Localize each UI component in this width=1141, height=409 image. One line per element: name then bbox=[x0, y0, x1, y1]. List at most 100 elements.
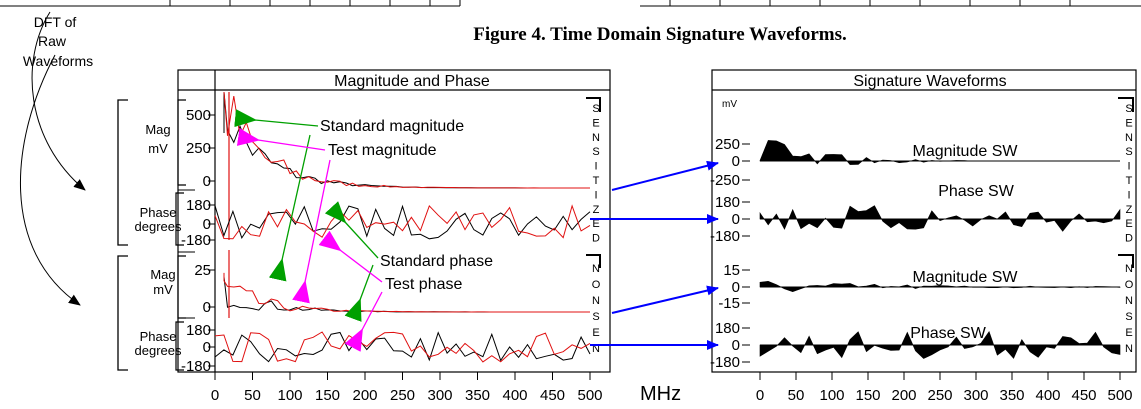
side-letter: E bbox=[1125, 327, 1132, 339]
side-letter: O bbox=[592, 279, 601, 291]
side-letter: I bbox=[1127, 161, 1130, 173]
right-y-tick-label: -250 bbox=[710, 172, 740, 189]
group-axis-label: degrees bbox=[135, 343, 182, 358]
right-x-tick-label: 450 bbox=[1071, 387, 1096, 404]
right-panel-title: Signature Waveforms bbox=[853, 73, 1006, 90]
signature-label: Phase SW bbox=[910, 325, 986, 342]
top-table-edge bbox=[0, 0, 1141, 7]
dft-label-line-3: Waveforms bbox=[23, 53, 93, 69]
side-letter: E bbox=[592, 117, 599, 129]
right-x-tick-label: 300 bbox=[963, 387, 988, 404]
side-letter: S bbox=[592, 311, 599, 323]
right-y-tick-label: 0 bbox=[732, 153, 740, 170]
magenta-arrow-test-mag-down bbox=[292, 159, 331, 304]
left-y-tick-label: 0 bbox=[203, 173, 211, 190]
side-letter: S bbox=[1125, 103, 1132, 115]
phase-sw-nonsensitized bbox=[759, 330, 1121, 359]
group-axis-label: mV bbox=[148, 141, 168, 156]
phase-sw-sensitized bbox=[759, 205, 1121, 232]
annotations: Standard magnitude Test magnitude Standa… bbox=[234, 109, 493, 352]
group-axis-label: degrees bbox=[135, 219, 182, 234]
side-letter: N bbox=[1125, 343, 1133, 355]
left-y-tick-label: 500 bbox=[186, 107, 211, 124]
dft-label-line-2: Raw bbox=[38, 33, 67, 49]
side-letter: N bbox=[592, 132, 600, 144]
left-x-tick-label: 50 bbox=[244, 387, 261, 404]
group-axis-label: Mag bbox=[145, 122, 170, 137]
dft-arrow-sensitized bbox=[31, 11, 86, 191]
test-magnitude-sensitized bbox=[223, 91, 590, 189]
side-letter: N bbox=[1125, 295, 1133, 307]
magnitude-sw-nonsensitized bbox=[759, 280, 1121, 293]
left-x-tick-label: 200 bbox=[352, 387, 377, 404]
blue-arrows bbox=[590, 160, 719, 350]
left-y-tick-label: 0 bbox=[203, 216, 211, 233]
figure-caption: Figure 4. Time Domain Signature Waveform… bbox=[473, 24, 847, 45]
signature-label: Magnitude SW bbox=[913, 269, 1019, 286]
right-x-tick-label: 150 bbox=[855, 387, 880, 404]
magenta-arrow-test-mag bbox=[236, 128, 326, 151]
side-bracket bbox=[586, 97, 601, 112]
side-letter: D bbox=[1125, 233, 1133, 245]
left-y-tick-label: -180 bbox=[181, 358, 211, 375]
annotation-test-magnitude: Test magnitude bbox=[328, 142, 437, 159]
side-letter: Z bbox=[593, 204, 600, 216]
side-letter: S bbox=[592, 146, 599, 158]
annotation-test-phase: Test phase bbox=[385, 276, 462, 293]
dft-label-line-1: DFT of bbox=[34, 14, 77, 30]
x-unit-label: MHz bbox=[640, 383, 681, 405]
right-y-tick-label: 0 bbox=[732, 279, 740, 296]
left-panel-frame bbox=[177, 69, 611, 373]
test-phase-nonsensitized bbox=[214, 331, 591, 363]
annotation-standard-phase: Standard phase bbox=[380, 253, 493, 270]
right-x-tick-label: 50 bbox=[788, 387, 805, 404]
left-y-tick-label: -180 bbox=[181, 232, 211, 249]
outer-bracket-sensitized bbox=[117, 99, 128, 246]
left-x-tick-label: 450 bbox=[540, 387, 565, 404]
side-letter: E bbox=[1125, 117, 1132, 129]
side-bracket bbox=[1118, 97, 1134, 112]
side-letter: D bbox=[592, 233, 600, 245]
right-y-tick-label: -15 bbox=[718, 295, 740, 312]
side-letter: I bbox=[594, 189, 597, 201]
side-letter: E bbox=[592, 327, 599, 339]
right-x-tick-label: 0 bbox=[756, 387, 764, 404]
dft-arrow-nonsensitized bbox=[20, 54, 81, 306]
left-x-tick-label: 500 bbox=[577, 387, 602, 404]
left-x-tick-label: 300 bbox=[427, 387, 452, 404]
blue-arrow-1 bbox=[611, 160, 719, 191]
left-y-tick-label: 0 bbox=[203, 339, 211, 356]
left-y-tick-label: 0 bbox=[203, 299, 211, 316]
right-x-tick-label: 100 bbox=[819, 387, 844, 404]
side-letter: E bbox=[1125, 218, 1132, 230]
side-letter: O bbox=[1125, 279, 1134, 291]
left-x-tick-label: 150 bbox=[315, 387, 340, 404]
right-y-tick-label: -180 bbox=[710, 354, 740, 371]
annotation-standard-magnitude: Standard magnitude bbox=[320, 118, 464, 135]
left-x-tick-label: 350 bbox=[465, 387, 490, 404]
side-letter: N bbox=[1125, 263, 1133, 275]
left-y-tick-label: 25 bbox=[194, 262, 211, 279]
green-arrow-std-phase bbox=[324, 201, 379, 259]
side-bracket bbox=[1118, 254, 1134, 268]
left-y-tick-label: 250 bbox=[186, 140, 211, 157]
inner-bracket bbox=[175, 321, 184, 371]
group-axis-label: Phase bbox=[140, 329, 177, 344]
left-x-tick-label: 100 bbox=[277, 387, 302, 404]
side-letter: I bbox=[594, 161, 597, 173]
right-y-tick-label: 250 bbox=[715, 136, 740, 153]
signature-label: Phase SW bbox=[938, 183, 1014, 200]
side-letter: E bbox=[592, 218, 599, 230]
std-phase-sensitized bbox=[214, 204, 591, 240]
green-arrow-std-mag bbox=[234, 109, 319, 128]
side-letter: S bbox=[592, 103, 599, 115]
side-letter: N bbox=[592, 343, 600, 355]
side-letter: N bbox=[592, 263, 600, 275]
side-letter: N bbox=[592, 295, 600, 307]
right-panel: Signature Waveforms mV 2500-250Magnitude… bbox=[710, 69, 1137, 404]
left-x-tick-label: 400 bbox=[502, 387, 527, 404]
inner-bracket bbox=[175, 192, 184, 246]
inner-bracket bbox=[177, 99, 186, 186]
left-x-tick-label: 0 bbox=[211, 387, 219, 404]
